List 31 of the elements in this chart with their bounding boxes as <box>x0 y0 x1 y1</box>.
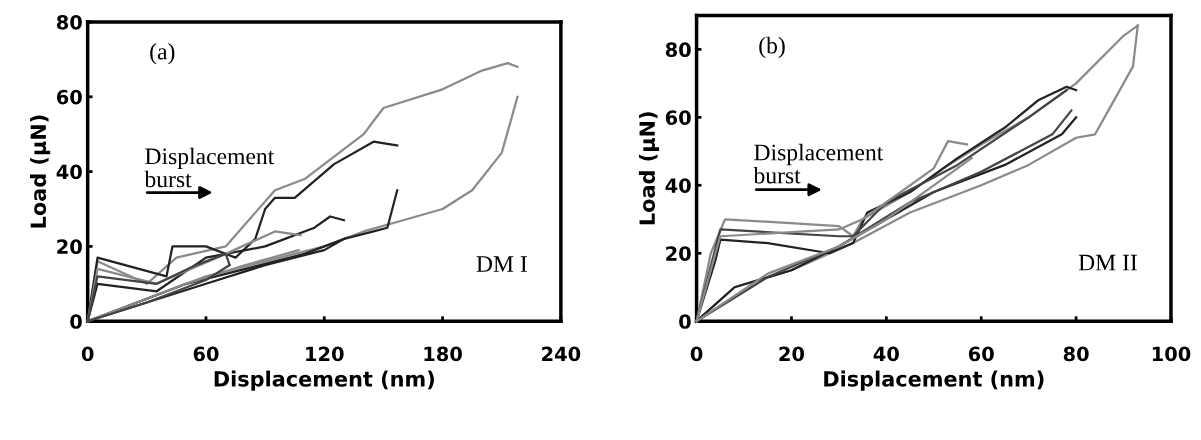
x-tick-label: 120 <box>306 346 344 362</box>
y-tick-label: 60 <box>56 89 82 105</box>
x-tick-label: 0 <box>81 346 94 362</box>
y-tick-label: 80 <box>665 42 691 58</box>
annotation: (a) <box>150 42 175 65</box>
y-tick-label: 60 <box>665 110 691 125</box>
y-axis-title: Load (μN) <box>30 115 51 228</box>
x-tick-label: 60 <box>193 346 219 362</box>
annotation: DM II <box>1078 254 1137 271</box>
annotation: Displacement burst <box>753 143 884 184</box>
x-axis-title: Displacement (nm) <box>214 370 434 391</box>
y-tick-label: 40 <box>665 178 691 193</box>
y-axis-title: Load (μN) <box>638 112 660 225</box>
x-tick-label: 20 <box>779 346 805 362</box>
y-tick-label: 80 <box>56 14 82 30</box>
y-tick-label: 0 <box>70 314 82 329</box>
y-tick-label: 20 <box>666 246 691 261</box>
x-tick-label: 80 <box>1063 346 1089 362</box>
x-tick-label: 0 <box>690 346 703 362</box>
annotation: DM I <box>476 256 527 272</box>
x-tick-label: 100 <box>1152 346 1191 362</box>
x-axis-title: Displacement (nm) <box>824 370 1044 391</box>
y-tick-label: 40 <box>56 164 82 180</box>
x-tick-label: 240 <box>542 346 581 362</box>
annotation: (b) <box>759 36 785 59</box>
annotation: Displacement burst <box>144 147 275 188</box>
y-tick-label: 20 <box>57 239 82 255</box>
y-tick-label: 0 <box>679 314 691 329</box>
x-tick-label: 60 <box>968 346 994 362</box>
x-tick-label: 40 <box>873 346 899 362</box>
x-tick-label: 180 <box>424 346 462 362</box>
